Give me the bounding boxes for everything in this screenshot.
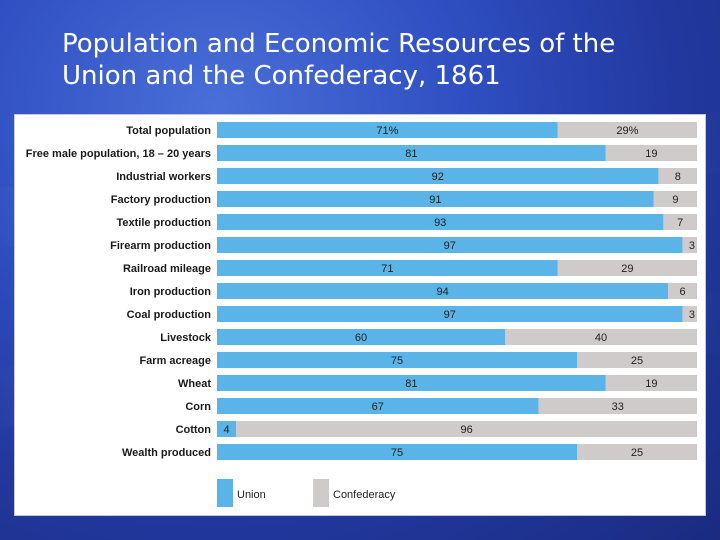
union-value-label: 71% — [376, 125, 398, 137]
confederacy-bar — [663, 214, 697, 230]
category-label: Corn — [185, 401, 211, 413]
category-label: Railroad mileage — [123, 263, 211, 275]
legend-confederacy-label: Confederacy — [333, 489, 396, 501]
confederacy-value-label: 96 — [460, 424, 472, 436]
category-label: Coal production — [127, 309, 212, 321]
category-label: Textile production — [116, 217, 211, 229]
union-bar — [217, 214, 664, 230]
union-bar — [217, 237, 683, 253]
union-bar — [217, 398, 539, 414]
union-value-label: 92 — [432, 171, 444, 183]
union-bar — [217, 306, 683, 322]
confederacy-bar — [682, 237, 697, 253]
confederacy-bar — [236, 421, 697, 437]
union-value-label: 94 — [436, 286, 448, 298]
union-bar — [217, 145, 606, 161]
union-value-label: 81 — [405, 378, 417, 390]
union-bar — [217, 421, 237, 437]
category-label: Wheat — [178, 378, 211, 390]
union-bar — [217, 283, 669, 299]
category-label: Livestock — [160, 332, 212, 344]
confederacy-bar — [682, 306, 697, 322]
chart-panel: Total population 71% 29% Free male populati… — [14, 114, 706, 516]
category-label: Cotton — [176, 424, 212, 436]
confederacy-bar — [605, 145, 697, 161]
confederacy-value-label: 29 — [621, 263, 633, 275]
union-bar — [217, 375, 606, 391]
confederacy-value-label: 19 — [645, 148, 657, 160]
union-value-label: 75 — [391, 447, 403, 459]
stacked-bar-chart: Total population 71% 29% Free male populati… — [26, 122, 697, 507]
category-label: Factory production — [111, 194, 212, 206]
legend-union-label: Union — [237, 489, 266, 501]
union-bar — [217, 122, 558, 138]
confederacy-bar — [538, 398, 697, 414]
union-value-label: 71 — [381, 263, 393, 275]
confederacy-bar — [577, 444, 697, 460]
confederacy-bar — [658, 168, 697, 184]
category-label: Industrial workers — [116, 171, 211, 183]
union-bar — [217, 352, 577, 368]
union-value-label: 91 — [429, 194, 441, 206]
union-value-label: 81 — [405, 148, 417, 160]
union-value-label: 67 — [372, 401, 384, 413]
union-bar — [217, 444, 577, 460]
confederacy-value-label: 19 — [645, 378, 657, 390]
category-label: Total population — [126, 125, 211, 137]
category-label: Firearm production — [110, 240, 211, 252]
confederacy-value-label: 33 — [612, 401, 624, 413]
union-bar — [217, 191, 654, 207]
union-value-label: 93 — [434, 217, 446, 229]
confederacy-value-label: 3 — [689, 309, 695, 321]
confederacy-bar — [577, 352, 697, 368]
confederacy-value-label: 6 — [680, 286, 686, 298]
confederacy-value-label: 25 — [631, 355, 643, 367]
union-value-label: 97 — [444, 309, 456, 321]
category-label: Iron production — [130, 286, 212, 298]
confederacy-value-label: 29% — [616, 125, 638, 137]
category-label: Wealth produced — [122, 447, 211, 459]
union-value-label: 75 — [391, 355, 403, 367]
union-value-label: 4 — [224, 424, 230, 436]
slide-title-line-1: Population and Economic Resources of the — [62, 29, 616, 59]
confederacy-value-label: 8 — [675, 171, 681, 183]
confederacy-value-label: 40 — [595, 332, 607, 344]
legend-union-swatch — [217, 479, 233, 507]
legend-confederacy-swatch — [313, 479, 329, 507]
confederacy-bar — [557, 122, 697, 138]
slide-title: Population and Economic Resources of the… — [62, 28, 682, 92]
union-bar — [217, 260, 558, 276]
confederacy-bar — [668, 283, 697, 299]
confederacy-value-label: 3 — [689, 240, 695, 252]
union-bar — [217, 329, 505, 345]
confederacy-bar — [505, 329, 697, 345]
category-label: Farm acreage — [139, 355, 211, 367]
category-label: Free male population, 18 – 20 years — [26, 148, 211, 160]
confederacy-bar — [557, 260, 697, 276]
confederacy-bar — [605, 375, 697, 391]
union-value-label: 97 — [444, 240, 456, 252]
confederacy-bar — [653, 191, 697, 207]
confederacy-value-label: 25 — [631, 447, 643, 459]
confederacy-value-label: 9 — [672, 194, 678, 206]
confederacy-value-label: 7 — [677, 217, 683, 229]
union-bar — [217, 168, 659, 184]
slide-title-line-2: Union and the Confederacy, 1861 — [62, 61, 501, 91]
union-value-label: 60 — [355, 332, 367, 344]
